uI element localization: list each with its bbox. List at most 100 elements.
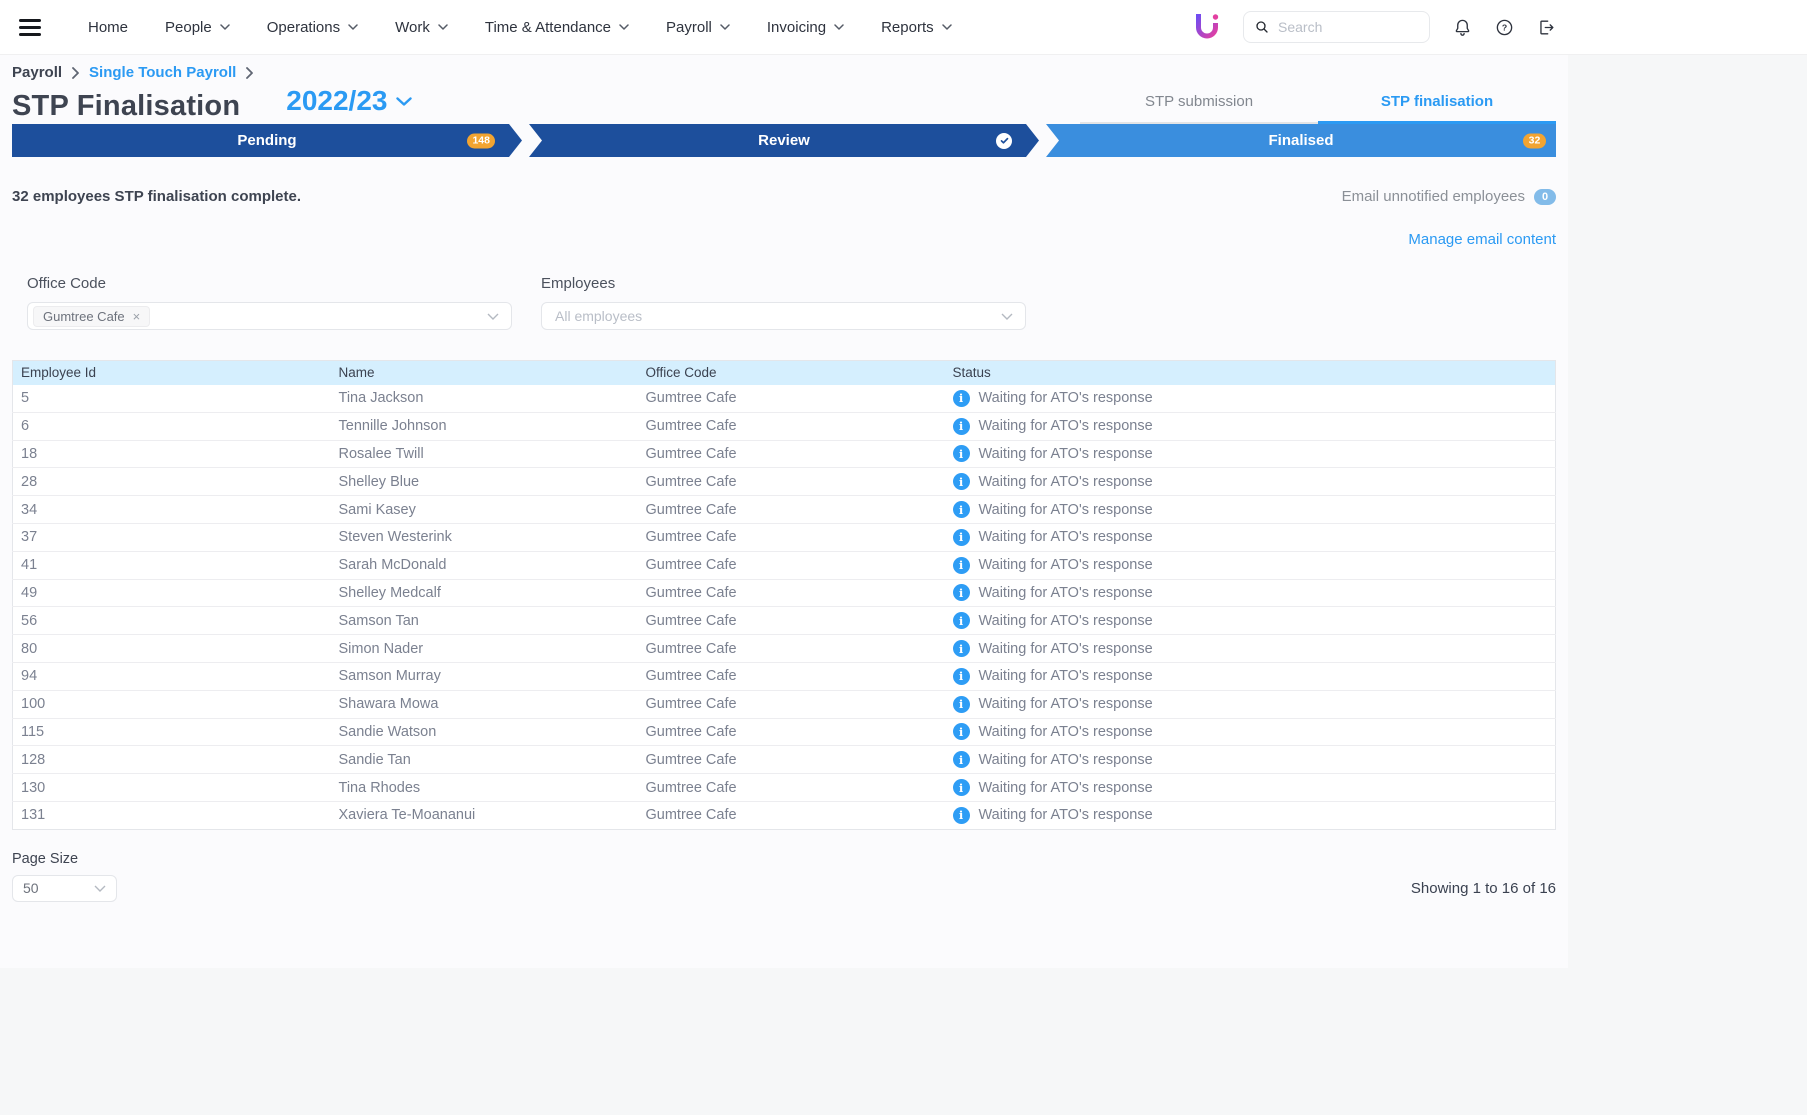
table-row: 100 Shawara Mowa Gumtree Cafe i Waiting for …	[12, 689, 1556, 719]
email-unnotified-label: Email unnotified employees	[1341, 188, 1525, 205]
financial-year-value: 2022/23	[286, 85, 388, 116]
status-text: Waiting for ATO's response	[978, 529, 1153, 546]
stp-finalisation-page: Payroll Single Touch Payroll STP Finalis…	[0, 55, 1568, 968]
breadcrumb-chevron-icon	[246, 67, 254, 79]
info-icon[interactable]: i	[952, 640, 970, 658]
employee-name-cell: Sami Kasey	[330, 495, 638, 524]
info-icon[interactable]: i	[952, 806, 970, 824]
office-code-filter[interactable]: Gumtree Cafe ×	[27, 302, 512, 330]
office-code-cell: Gumtree Cafe	[637, 800, 945, 830]
status-cell: i Waiting for ATO's response	[944, 467, 1556, 496]
employee-name-cell: Sandie Watson	[330, 717, 638, 746]
chevron-down-icon	[348, 24, 358, 30]
status-text: Waiting for ATO's response	[978, 640, 1153, 657]
info-icon[interactable]: i	[952, 695, 970, 713]
status-cell: i Waiting for ATO's response	[944, 717, 1556, 746]
nav-item-reports[interactable]: Reports	[881, 19, 952, 36]
table-row: 49 Shelley Medcalf Gumtree Cafe i Waiting fo…	[12, 578, 1556, 607]
help-icon[interactable]: ?	[1495, 18, 1514, 37]
chevron-down-icon	[396, 96, 413, 106]
menu-icon[interactable]	[19, 18, 41, 36]
info-icon[interactable]: i	[952, 667, 970, 685]
status-cell: i Waiting for ATO's response	[944, 661, 1556, 691]
nav-item-time-attendance[interactable]: Time & Attendance	[485, 19, 629, 36]
nav-item-people[interactable]: People	[165, 19, 230, 36]
employee-id-cell: 100	[12, 689, 331, 719]
employee-name-cell: Shelley Medcalf	[330, 578, 638, 607]
logout-icon[interactable]	[1537, 18, 1556, 37]
employee-id-cell: 130	[12, 773, 331, 802]
column-header-status: Status	[944, 360, 1556, 385]
nav-item-payroll[interactable]: Payroll	[666, 19, 730, 36]
status-cell: i Waiting for ATO's response	[944, 411, 1556, 441]
nav-item-work[interactable]: Work	[395, 19, 448, 36]
column-header-office-code: Office Code	[637, 360, 945, 385]
review-check-icon	[996, 133, 1012, 149]
info-icon[interactable]: i	[952, 473, 970, 491]
status-cell: i Waiting for ATO's response	[945, 385, 1556, 413]
employee-id-cell: 131	[12, 800, 331, 830]
employee-name-cell: Shawara Mowa	[330, 689, 638, 719]
info-icon[interactable]: i	[952, 556, 970, 574]
office-code-filter-label: Office Code	[27, 275, 106, 292]
chevron-down-icon	[94, 885, 106, 892]
chevron-down-icon	[438, 24, 448, 30]
office-code-cell: Gumtree Cafe	[637, 578, 945, 607]
employees-filter-label: Employees	[541, 275, 616, 292]
info-icon[interactable]: i	[952, 723, 970, 741]
chevron-down-icon	[834, 24, 844, 30]
status-text: Waiting for ATO's response	[978, 612, 1153, 629]
info-icon[interactable]: i	[952, 417, 970, 435]
breadcrumb-payroll[interactable]: Payroll	[12, 64, 63, 81]
office-code-cell: Gumtree Cafe	[637, 689, 945, 719]
info-icon[interactable]: i	[952, 779, 970, 797]
info-icon[interactable]: i	[952, 751, 970, 769]
nav-item-invoicing[interactable]: Invoicing	[767, 19, 844, 36]
progress-step-finalised[interactable]: Finalised 32	[1046, 124, 1556, 157]
breadcrumb-single-touch-payroll[interactable]: Single Touch Payroll	[89, 64, 237, 81]
search-box[interactable]	[1243, 11, 1430, 43]
info-icon[interactable]: i	[952, 584, 970, 602]
info-icon[interactable]: i	[952, 612, 970, 630]
info-icon[interactable]: i	[952, 501, 970, 519]
employee-name-cell: Simon Nader	[330, 634, 638, 663]
status-text: Waiting for ATO's response	[978, 723, 1153, 740]
financial-year-selector[interactable]: 2022/23	[286, 85, 413, 117]
page-size-select[interactable]: 50	[12, 874, 117, 902]
step-label: Finalised	[1268, 132, 1334, 149]
pending-count-badge: 148	[467, 133, 495, 148]
status-cell: i Waiting for ATO's response	[944, 745, 1556, 774]
info-icon[interactable]: i	[952, 445, 970, 463]
status-text: Waiting for ATO's response	[978, 390, 1153, 407]
info-icon[interactable]: i	[952, 389, 970, 407]
office-code-cell: Gumtree Cafe	[637, 522, 945, 552]
table-row: 56 Samson Tan Gumtree Cafe i Waiting for ATO…	[12, 606, 1556, 635]
info-icon[interactable]: i	[952, 528, 970, 546]
email-unnotified-employees-button[interactable]: Email unnotified employees 0	[1342, 188, 1556, 205]
table-row: 28 Shelley Blue Gumtree Cafe i Waiting for A…	[12, 467, 1556, 496]
employee-name-cell: Sandie Tan	[330, 745, 638, 774]
nav-item-home[interactable]: Home	[88, 19, 128, 36]
search-input[interactable]	[1278, 19, 1419, 35]
office-code-cell: Gumtree Cafe	[637, 717, 945, 746]
tab-stp-submission[interactable]: STP submission	[1080, 93, 1318, 124]
notifications-bell-icon[interactable]	[1453, 18, 1472, 37]
chevron-down-icon	[487, 313, 499, 320]
nav-item-label: Work	[395, 18, 430, 36]
table-row: 34 Sami Kasey Gumtree Cafe i Waiting for ATO…	[12, 495, 1556, 524]
employee-name-cell: Samson Murray	[330, 661, 638, 691]
progress-step-pending[interactable]: Pending 148	[12, 124, 522, 157]
employee-name-cell: Tina Jackson	[338, 390, 424, 407]
office-code-tag-label: Gumtree Cafe	[43, 308, 125, 324]
nav-item-operations[interactable]: Operations	[267, 19, 358, 36]
employee-name-cell: Steven Westerink	[330, 522, 638, 552]
status-cell: i Waiting for ATO's response	[944, 800, 1556, 830]
employees-filter[interactable]: All employees	[541, 302, 1026, 330]
employee-name-cell: Tina Rhodes	[330, 773, 638, 802]
tab-stp-finalisation[interactable]: STP finalisation	[1318, 93, 1556, 124]
chevron-down-icon	[219, 24, 230, 30]
remove-tag-icon[interactable]: ×	[132, 308, 141, 324]
progress-step-review[interactable]: Review	[529, 124, 1039, 157]
manage-email-content-link[interactable]: Manage email content	[1408, 231, 1556, 248]
office-code-cell: Gumtree Cafe	[637, 495, 945, 524]
